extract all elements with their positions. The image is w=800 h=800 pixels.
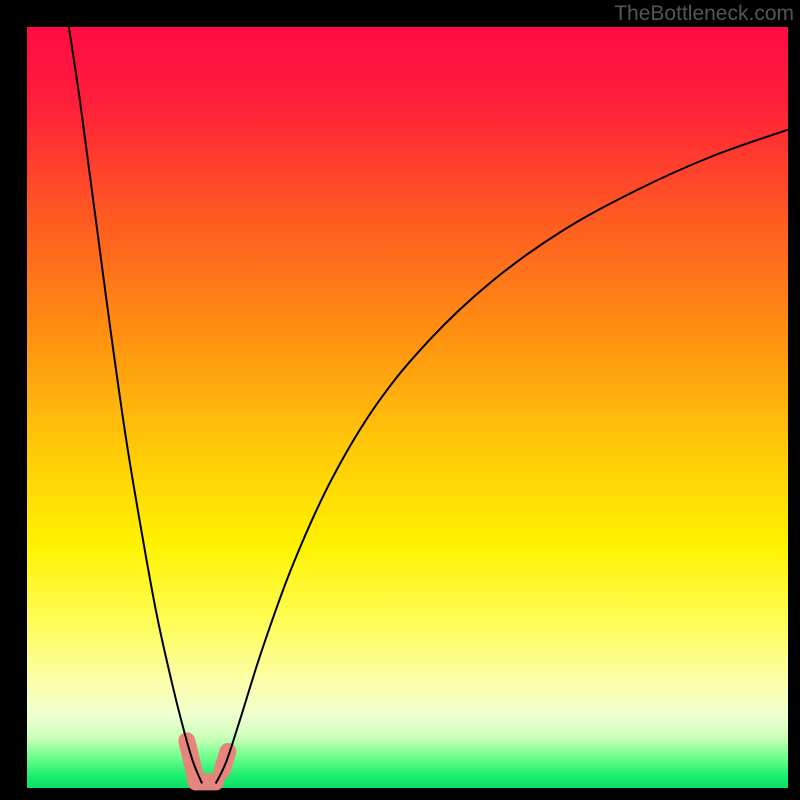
- watermark-text: TheBottleneck.com: [614, 2, 794, 26]
- bottleneck-chart-container: TheBottleneck.com: [0, 0, 800, 800]
- bottleneck-curve-chart: [0, 0, 800, 800]
- plot-background-gradient: [27, 27, 788, 788]
